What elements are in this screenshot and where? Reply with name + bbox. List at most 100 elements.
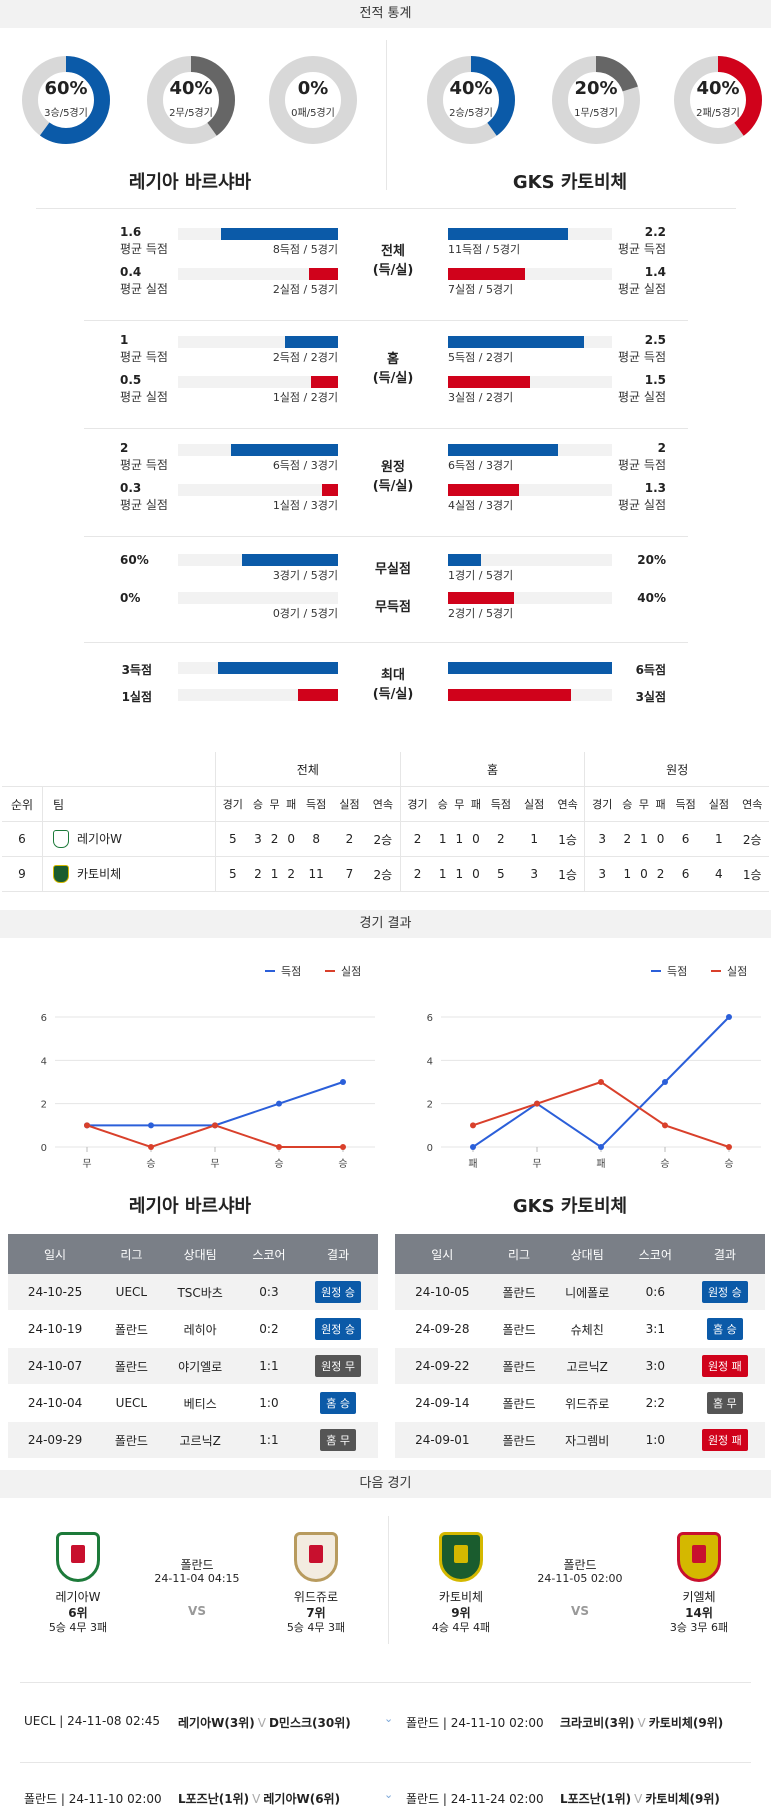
next-team-rank: 9위 xyxy=(451,1606,471,1620)
divider xyxy=(20,1762,751,1763)
match-opponent[interactable]: 니에폴로 xyxy=(548,1274,626,1311)
upcoming-item[interactable]: 폴란드 | 24-11-10 02:00 L포즈난(1위) V 레기아W(6위) xyxy=(24,1790,369,1807)
upcoming-item[interactable]: UECL | 24-11-08 02:45 레기아W(3위) V D민스크(30위) xyxy=(24,1714,369,1730)
vs-label: V xyxy=(257,1716,266,1730)
away-stat-value: 2 xyxy=(657,441,666,455)
data-point xyxy=(276,1144,282,1150)
match-score: 3:1 xyxy=(625,1310,685,1348)
bar-label: 3실점 / 2경기 xyxy=(448,391,514,404)
standings-subheader: 무 xyxy=(266,786,283,822)
team-cell[interactable]: 카토비체 xyxy=(42,856,216,892)
chevron-down-icon[interactable]: ⌄ xyxy=(384,1712,394,1725)
away-stat-value: 2.5 xyxy=(644,333,666,347)
away-bar xyxy=(448,484,519,496)
stat-cell: 2 xyxy=(282,856,300,892)
standings-subheader: 득점 xyxy=(299,786,333,822)
x-tick-label: 무 xyxy=(532,1159,541,1170)
match-opponent[interactable]: 베티스 xyxy=(160,1384,240,1422)
match-score: 0:6 xyxy=(625,1274,685,1311)
stat-cell: 1승 xyxy=(550,856,585,892)
home-bar xyxy=(285,336,338,348)
upcoming-item[interactable]: 폴란드 | 24-11-10 02:00 크라코비(3위) V 카토비체(9위) xyxy=(406,1714,751,1731)
stat-cell: 3 xyxy=(249,821,267,857)
away-bar xyxy=(448,444,558,456)
stat-cell: 0 xyxy=(467,821,485,857)
results-header: 리그 xyxy=(489,1234,549,1274)
match-date: 24-10-19 xyxy=(8,1310,103,1348)
y-tick-label: 0 xyxy=(41,1143,47,1154)
donut-subtext: 2패/5경기 xyxy=(696,108,740,119)
donut-chart: 20% 1무/5경기 xyxy=(548,52,644,148)
result-badge: 원정 패 xyxy=(701,1429,748,1451)
stat-cell: 3 xyxy=(584,856,620,892)
match-opponent[interactable]: 위드쥬로 xyxy=(548,1384,626,1422)
away-stat-label: 평균 실점 xyxy=(618,498,666,512)
next-team-name[interactable]: 키엘체 xyxy=(682,1590,716,1604)
bar-label: 6득점 / 3경기 xyxy=(272,459,338,472)
home-stat-value: 1실점 xyxy=(121,690,152,704)
data-point xyxy=(726,1144,732,1150)
team-crest-icon xyxy=(439,1532,483,1582)
next-team-name[interactable]: 레기아W xyxy=(55,1590,101,1604)
match-score: 1:1 xyxy=(239,1421,299,1459)
table-row: 24-09-28 폴란드 슈체친 3:1 홈 승 xyxy=(395,1310,765,1348)
stat-cell: 1 xyxy=(517,821,551,857)
next-team-rank: 6위 xyxy=(68,1606,88,1620)
standings-subheader: 경기 xyxy=(584,786,620,822)
stat-cell: 4 xyxy=(702,856,736,892)
divider xyxy=(386,40,387,190)
match-score: 3:0 xyxy=(625,1347,685,1385)
standings-header: 팀 xyxy=(42,786,216,822)
home-stat-value: 60% xyxy=(120,553,149,567)
upcoming-item[interactable]: 폴란드 | 24-11-24 02:00 L포즈난(1위) V 카토비체(9위) xyxy=(406,1790,751,1807)
standings-subheader: 연속 xyxy=(366,786,401,822)
next-team-name[interactable]: 카토비체 xyxy=(438,1590,484,1604)
stat-cell: 8 xyxy=(299,821,333,857)
table-row: 24-09-22 폴란드 고르닉Z 3:0 원정 패 xyxy=(395,1347,765,1385)
next-team-name[interactable]: 위드쥬로 xyxy=(293,1590,339,1604)
stat-cell: 1 xyxy=(450,856,468,892)
match-opponent[interactable]: TSC바츠 xyxy=(160,1274,240,1311)
stat-cell: 0 xyxy=(635,856,653,892)
standings-subheader: 승 xyxy=(619,786,636,822)
match-opponent[interactable]: 레히아 xyxy=(160,1310,240,1348)
away-stat-label: 평균 실점 xyxy=(618,390,666,404)
group-label: 최대 (득/실) xyxy=(372,668,414,702)
stat-cell: 5 xyxy=(484,856,518,892)
results-header: 스코어 xyxy=(625,1234,685,1274)
home-stat-value: 1 xyxy=(120,333,129,347)
upcoming-league-date: UECL | 24-11-08 02:45 xyxy=(24,1714,160,1728)
donut-segment xyxy=(674,56,762,144)
donut-percent: 20% xyxy=(574,78,618,99)
next-team-record: 5승 4무 3패 xyxy=(48,1621,108,1634)
next-league: 폴란드 xyxy=(563,1558,597,1572)
stat-cell: 1 xyxy=(702,821,736,857)
away-stat-value: 1.5 xyxy=(644,373,666,387)
match-date: 24-10-04 xyxy=(8,1384,103,1422)
chevron-down-icon[interactable]: ⌄ xyxy=(384,1788,394,1801)
standings-subheader: 실점 xyxy=(702,786,736,822)
match-league: 폴란드 xyxy=(489,1421,549,1459)
team-cell[interactable]: 레기아W xyxy=(42,821,216,857)
upcoming-team2: D민스크(30위) xyxy=(268,1716,351,1730)
stat-cell: 1 xyxy=(619,856,636,892)
data-point xyxy=(662,1122,668,1129)
table-row: 24-10-04 UECL 베티스 1:0 홈 승 xyxy=(8,1384,378,1422)
group-label: 원정 (득/실) xyxy=(372,460,414,494)
match-opponent[interactable]: 슈체친 xyxy=(548,1310,626,1348)
team-logo-icon xyxy=(53,830,69,849)
match-opponent[interactable]: 야기엘로 xyxy=(160,1347,240,1385)
standings-subheader: 득점 xyxy=(484,786,518,822)
home-bar xyxy=(221,228,338,240)
match-league: 폴란드 xyxy=(489,1310,549,1348)
bar-label: 3경기 / 5경기 xyxy=(272,569,338,582)
match-opponent[interactable]: 자그렘비 xyxy=(548,1421,626,1459)
bar-label: 4실점 / 3경기 xyxy=(448,499,514,512)
match-opponent[interactable]: 고르닉Z xyxy=(160,1421,240,1459)
match-opponent[interactable]: 고르닉Z xyxy=(548,1347,626,1385)
x-tick-label: 승 xyxy=(338,1158,347,1170)
home-stat-value: 0.3 xyxy=(120,481,142,495)
stat-cell: 1승 xyxy=(550,821,585,857)
x-tick-label: 승 xyxy=(724,1158,733,1170)
away-bar xyxy=(448,592,514,604)
